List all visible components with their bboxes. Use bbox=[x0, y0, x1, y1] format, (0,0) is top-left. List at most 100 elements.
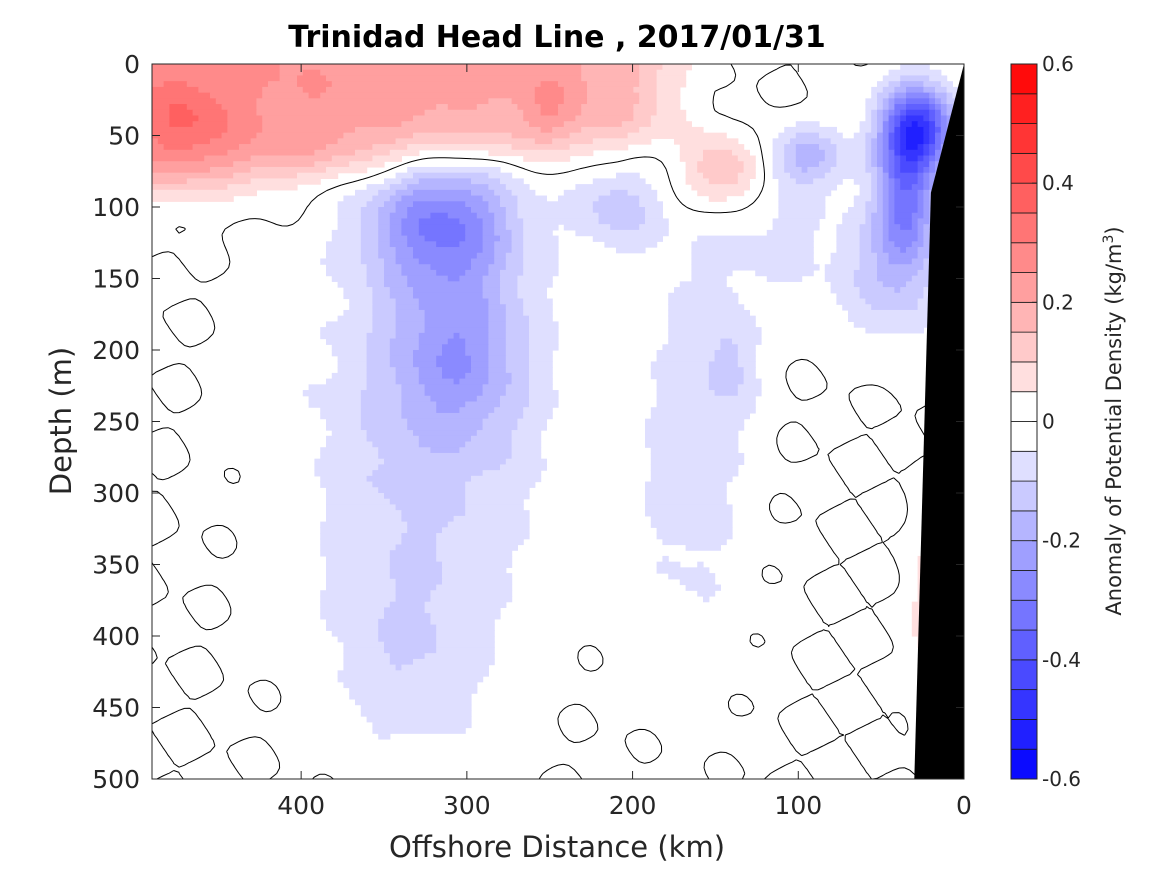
contour-cell bbox=[308, 92, 321, 99]
contour-cell bbox=[326, 321, 373, 328]
contour-cell bbox=[227, 184, 298, 191]
contour-cell bbox=[604, 241, 658, 248]
contour-cell bbox=[308, 384, 368, 391]
contour-cell bbox=[871, 144, 878, 151]
contour-cell bbox=[824, 149, 837, 157]
contour-cell bbox=[523, 298, 553, 305]
contour-cell bbox=[505, 258, 524, 265]
contour-cell bbox=[558, 104, 582, 111]
contour-cell bbox=[337, 361, 368, 368]
contour-cell bbox=[459, 447, 513, 454]
contour-cell bbox=[529, 321, 559, 328]
contour-cell bbox=[418, 441, 466, 448]
contour-cell bbox=[511, 430, 542, 437]
contour-cell bbox=[882, 121, 890, 128]
contour-cell bbox=[865, 218, 872, 225]
contour-cell bbox=[743, 367, 756, 374]
contour-cell bbox=[494, 258, 507, 265]
contour-cell bbox=[505, 321, 530, 328]
contour-cell bbox=[592, 235, 663, 242]
contour-cell bbox=[326, 555, 391, 563]
contour-cell bbox=[940, 121, 948, 128]
contour-cell bbox=[894, 115, 901, 122]
contour-cell bbox=[900, 161, 919, 168]
contour-cell bbox=[395, 252, 414, 260]
contour-cell bbox=[418, 258, 472, 265]
contour-cell bbox=[343, 664, 397, 671]
contour-cell bbox=[401, 269, 437, 277]
contour-cell bbox=[819, 161, 837, 168]
contour-cell bbox=[888, 258, 913, 265]
contour-cell bbox=[703, 595, 710, 603]
contour-cell bbox=[505, 344, 530, 351]
contour-cell bbox=[442, 567, 507, 574]
contour-cell bbox=[320, 332, 368, 340]
contour-cell bbox=[923, 178, 930, 185]
contour-cell bbox=[772, 155, 785, 162]
contour-cell bbox=[662, 64, 692, 71]
contour-cell bbox=[616, 172, 640, 179]
contour-cell bbox=[505, 355, 530, 363]
contour-cell bbox=[395, 584, 437, 591]
contour-cell bbox=[424, 327, 489, 334]
contour-cell bbox=[465, 510, 530, 517]
contour-cell bbox=[494, 247, 513, 254]
contour-cell bbox=[314, 470, 373, 477]
colorbar-block bbox=[1010, 63, 1038, 95]
contour-cell bbox=[505, 207, 518, 214]
contour-cell bbox=[436, 355, 472, 363]
contour-cell bbox=[737, 155, 756, 162]
contour-cell bbox=[882, 161, 890, 168]
contour-cell bbox=[569, 132, 629, 139]
contour-cell bbox=[871, 109, 878, 117]
contour-cell bbox=[500, 201, 518, 208]
contour-cell bbox=[575, 115, 634, 122]
y-tick-label: 500 bbox=[92, 765, 140, 794]
contour-cell bbox=[418, 178, 472, 185]
contour-cell bbox=[152, 189, 257, 197]
contour-cell bbox=[320, 544, 397, 551]
contour-cell bbox=[378, 487, 466, 494]
contour-cell bbox=[430, 618, 495, 626]
contour-cell bbox=[360, 710, 472, 717]
contour-cell bbox=[320, 327, 373, 334]
contour-cell bbox=[888, 69, 942, 77]
contour-cell bbox=[407, 212, 431, 220]
contour-cell bbox=[279, 69, 304, 77]
contour-cell bbox=[413, 189, 472, 197]
contour-cell bbox=[459, 332, 489, 340]
contour-cell bbox=[505, 252, 524, 260]
contour-cell bbox=[389, 555, 437, 563]
contour-cell bbox=[743, 378, 762, 385]
contour-cell bbox=[795, 161, 820, 168]
colorbar-block bbox=[1010, 748, 1038, 780]
contour-cell bbox=[372, 441, 420, 448]
contour-cell bbox=[685, 178, 710, 185]
contour-cell bbox=[482, 275, 501, 282]
contour-cell bbox=[639, 92, 658, 99]
colorbar-block bbox=[1010, 212, 1038, 244]
contour-cell bbox=[517, 275, 553, 282]
contour-cell bbox=[331, 81, 542, 88]
contour-cell bbox=[366, 378, 397, 385]
contour-cell bbox=[407, 241, 437, 248]
contour-cell bbox=[935, 126, 942, 134]
contour-cell bbox=[882, 201, 890, 208]
contour-cell bbox=[372, 315, 397, 322]
contour-cell bbox=[198, 115, 228, 122]
contour-cell bbox=[859, 229, 872, 237]
contour-cell bbox=[436, 401, 466, 408]
contour-cell bbox=[668, 327, 762, 334]
contour-cell bbox=[262, 121, 402, 128]
contour-cell bbox=[517, 292, 547, 300]
y-tick-label: 50 bbox=[108, 122, 140, 151]
contour-cell bbox=[627, 132, 727, 139]
contour-cell bbox=[923, 144, 930, 151]
contour-cell bbox=[378, 229, 391, 237]
colorbar-block bbox=[1010, 719, 1038, 750]
contour-cell bbox=[366, 430, 414, 437]
contour-cell bbox=[360, 704, 472, 711]
contour-cell bbox=[366, 435, 420, 443]
contour-cell bbox=[569, 144, 629, 151]
contour-cell bbox=[401, 395, 431, 403]
